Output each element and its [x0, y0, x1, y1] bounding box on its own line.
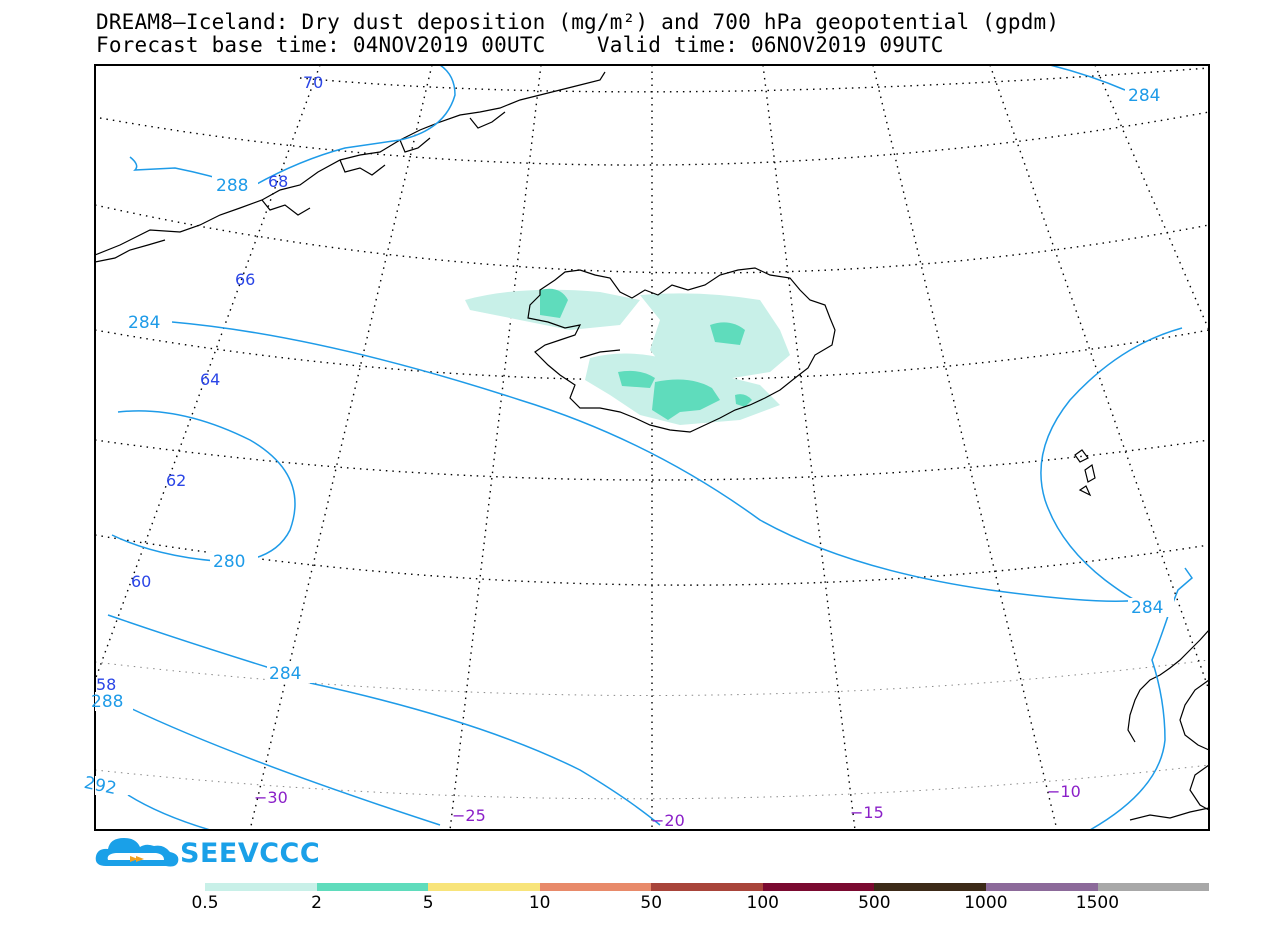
colorbar-label: 2 — [311, 893, 322, 913]
latitude-label-62: 62 — [166, 471, 186, 490]
seevccc-cloud-logo — [95, 838, 179, 867]
contour-label-280: 280 — [213, 552, 245, 572]
latitude-gridlines — [95, 67, 1209, 586]
colorbar-segment — [205, 883, 317, 891]
longitude-label-20w: −20 — [651, 811, 685, 830]
contour-label-284-left: 284 — [128, 313, 160, 333]
longitude-label-10w: −10 — [1047, 782, 1081, 801]
colorbar-segment — [316, 883, 429, 891]
contour-label-288: 288 — [216, 176, 248, 196]
colorbar-label: 100 — [746, 893, 779, 913]
map-title-line-2: Forecast base time: 04NOV2019 00UTC Vali… — [96, 33, 944, 57]
colorbar-segment — [1097, 883, 1210, 891]
latitude-label-68: 68 — [268, 172, 288, 191]
latitude-label-60: 60 — [131, 572, 151, 591]
longitude-label-15w: −15 — [850, 803, 884, 822]
dust-deposition-shading — [465, 288, 790, 425]
longitude-label-25w: −25 — [452, 806, 486, 825]
colorbar-segment — [762, 883, 875, 891]
map-frame — [94, 64, 1210, 831]
colorbar-label: 10 — [528, 893, 551, 913]
colorbar-segment — [651, 883, 763, 891]
colorbar-segment — [985, 883, 1098, 891]
latitude-label-70: 70 — [303, 73, 323, 92]
colorbar-segment — [428, 883, 540, 891]
deposition-colorbar — [205, 883, 1210, 891]
colorbar-label: 50 — [640, 893, 663, 913]
contour-label-284: 284 — [1128, 86, 1160, 106]
colorbar-segment — [874, 883, 986, 891]
map-title-line-1: DREAM8—Iceland: Dry dust deposition (mg/… — [96, 10, 1060, 34]
longitude-gridlines — [95, 65, 1209, 830]
contour-label-288-lower: 288 — [91, 692, 123, 712]
colorbar-label: 1000 — [964, 893, 1008, 913]
seevccc-logo-text: SEEVCCC — [180, 838, 321, 869]
colorbar-label: 1500 — [1075, 893, 1120, 913]
colorbar-segment — [539, 883, 652, 891]
colorbar-label: 5 — [422, 893, 434, 913]
geopotential-contours — [107, 65, 1194, 830]
longitude-label-30w: −30 — [254, 788, 288, 807]
colorbar-label: 500 — [858, 893, 891, 913]
contour-label-284-right: 284 — [1131, 598, 1163, 618]
coastlines — [95, 71, 1209, 821]
colorbar-labels: 0.5 2 5 10 50 100 500 1000 1500 — [0, 891, 1271, 921]
colorbar-label: 0.5 — [191, 893, 219, 913]
latitude-label-64: 64 — [200, 370, 220, 389]
latitude-label-66: 66 — [235, 270, 255, 289]
latitude-label-58: 58 — [96, 675, 116, 694]
contour-label-284-lower: 284 — [269, 664, 301, 684]
